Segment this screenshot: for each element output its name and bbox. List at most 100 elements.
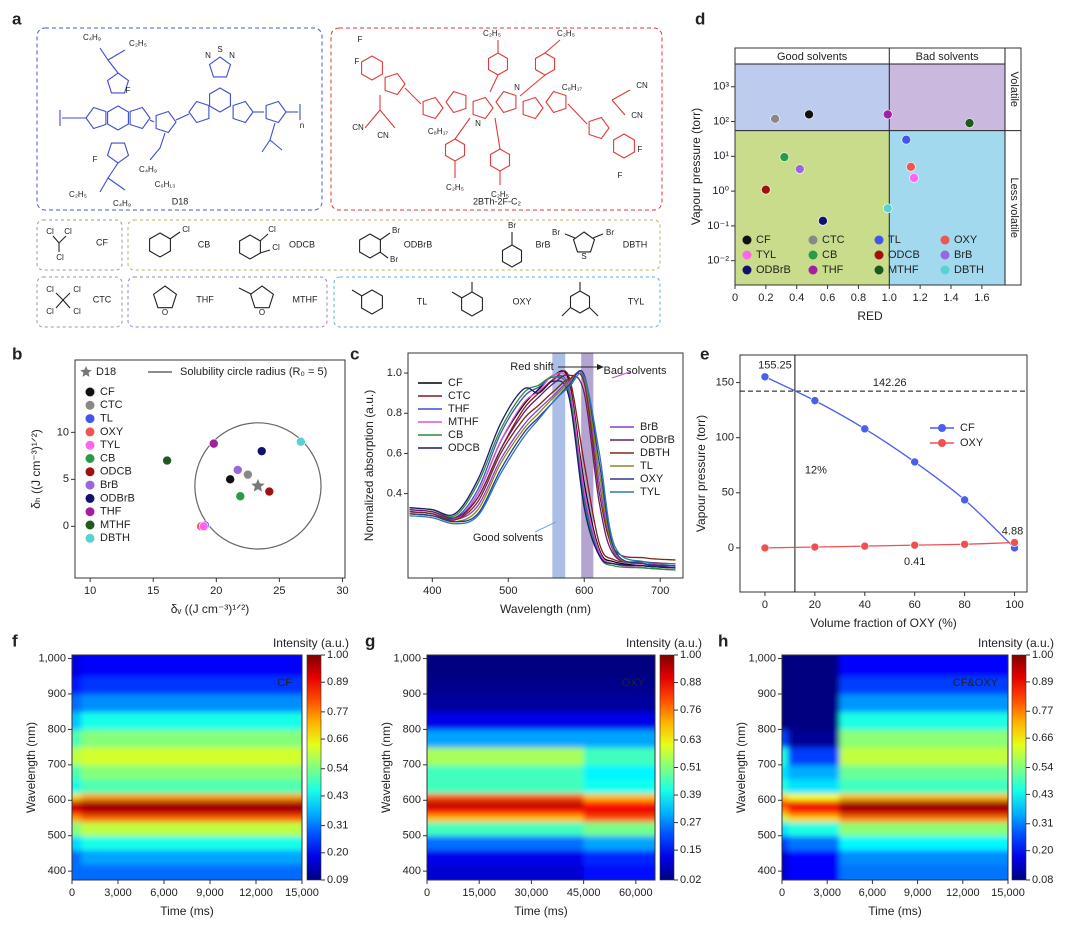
point — [198, 521, 209, 532]
atom-label: O — [259, 308, 265, 317]
colorbar-tick-label: 0.31 — [1032, 818, 1053, 830]
point — [860, 541, 870, 551]
data-label: 4.88 — [1002, 525, 1023, 537]
x-tick-label: 0 — [424, 887, 430, 899]
solvent-name: ODCB — [289, 239, 315, 249]
x-tick-label: 0 — [762, 599, 768, 611]
colorbar-tick-label: 1.00 — [680, 649, 701, 661]
annotation: Good solvents — [473, 532, 544, 544]
colorbar-tick-label: 0.66 — [1032, 732, 1053, 744]
legend-label: ODBrB — [640, 434, 675, 446]
point — [909, 173, 919, 183]
atom-label: Cl — [46, 307, 54, 316]
legend-label: CF — [960, 422, 975, 434]
ring — [445, 90, 467, 114]
legend-marker — [85, 440, 95, 450]
legend-marker — [808, 265, 818, 275]
y-tick-label: 10 — [57, 426, 69, 438]
y-tick-label: 800 — [403, 723, 421, 735]
y-tick-label: 900 — [48, 688, 66, 700]
x-axis-label: Volume fraction of OXY (%) — [810, 616, 957, 630]
y-tick-label: 800 — [758, 723, 776, 735]
x-tick-label: 700 — [651, 585, 669, 597]
heat-cell — [81, 729, 302, 748]
y-tick-label: 900 — [758, 688, 776, 700]
ring — [588, 116, 610, 140]
point — [960, 539, 969, 549]
heat-cell — [583, 779, 655, 794]
colorbar-tick-label: 0.66 — [327, 733, 348, 745]
y-axis-label: Wavelength (nm) — [24, 722, 38, 813]
legend-label: TL — [888, 234, 901, 246]
x-tick-label: 15,000 — [285, 887, 319, 899]
ring — [489, 148, 511, 172]
heat-cell — [81, 779, 302, 794]
atom-label: CN — [352, 123, 364, 132]
point — [1010, 538, 1019, 547]
heat-cell — [427, 764, 585, 780]
atom-label: N — [475, 119, 481, 128]
heatmap — [782, 655, 1008, 880]
colorbar-label: Intensity (a.u.) — [273, 636, 349, 650]
heat-cell — [72, 821, 82, 837]
heat-cell — [839, 655, 1008, 677]
point — [208, 438, 219, 449]
heat-cell — [583, 655, 655, 677]
heat-cell — [583, 807, 655, 815]
y-tick-label: 100 — [716, 432, 734, 444]
x-tick-label: 6,000 — [150, 887, 178, 899]
region-label: Bad solvents — [916, 51, 979, 63]
heat-cell — [427, 655, 585, 677]
heat-cell — [427, 864, 585, 880]
heat-cell — [782, 693, 789, 713]
atom-label: F — [126, 86, 131, 95]
x-tick-label: 12,000 — [946, 887, 980, 899]
point — [760, 372, 770, 382]
point — [235, 491, 246, 502]
arrow — [534, 521, 557, 533]
atom-label: Br — [392, 226, 400, 235]
x-tick-label: 1.2 — [912, 292, 927, 304]
atom-label: F — [358, 35, 363, 44]
legend-label: MTHF — [100, 519, 131, 531]
bond — [175, 113, 190, 121]
acceptor-box — [330, 27, 663, 211]
legend-label: MTHF — [888, 264, 919, 276]
legend-marker — [85, 493, 95, 503]
heat-cell — [427, 711, 585, 730]
legend-label: DBTH — [640, 447, 670, 459]
legend-marker — [938, 439, 946, 447]
point — [906, 161, 916, 172]
point — [804, 109, 814, 120]
atom-label: Cl — [46, 227, 54, 236]
colorbar-tick-label: 0.51 — [680, 761, 701, 773]
heat-cell — [72, 676, 82, 695]
legend-marker — [85, 387, 95, 397]
colorbar-tick-label: 1.00 — [1032, 649, 1053, 661]
data-label: 155.25 — [758, 360, 792, 372]
legend-marker — [742, 265, 752, 275]
bond — [489, 74, 499, 93]
reference-label: 12% — [805, 465, 827, 477]
point — [810, 542, 820, 552]
heat-cell — [788, 793, 840, 801]
heat-cell — [839, 864, 1008, 880]
y-tick-label: 700 — [403, 759, 421, 771]
molecule-name: D18 — [172, 196, 189, 206]
d18-box — [36, 27, 323, 211]
atom-label: Cl — [182, 225, 190, 234]
x-tick-label: 80 — [958, 599, 970, 611]
heat-cell — [788, 821, 840, 837]
legend-marker — [874, 235, 884, 245]
panel-label: a — [12, 9, 22, 28]
legend-marker — [85, 507, 95, 517]
y-tick-label: 50 — [722, 487, 734, 499]
atom-label: S — [217, 45, 222, 54]
colorbar-tick-label: 0.43 — [1032, 788, 1053, 800]
atom-label: S — [581, 252, 586, 261]
colorbar-tick-label: 0.54 — [1032, 761, 1053, 773]
heat-cell — [72, 779, 82, 794]
heat-cell — [788, 814, 840, 823]
heat-cell — [782, 821, 789, 837]
colorbar-tick-label: 0.20 — [327, 847, 348, 859]
